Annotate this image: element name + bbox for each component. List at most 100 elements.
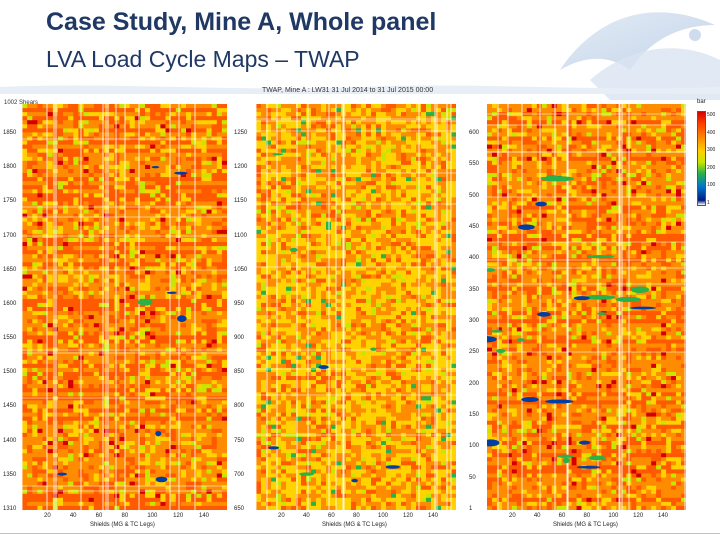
heatmap-cell [129,128,135,133]
heatmap-cell [145,278,151,283]
heatmap-cell [316,197,322,202]
heatmap-cell [134,164,141,170]
heatmap-cell [150,266,156,271]
heatmap-cell [361,128,367,133]
heatmap-cell [124,132,130,137]
heatmap-cell [32,323,38,328]
heatmap-cell [119,473,125,478]
heatmap-cell [446,156,452,162]
heatmap-cell [32,144,38,149]
heatmap-cell [104,400,110,405]
heatmap-cell [37,315,43,320]
heatmap-cell [129,124,135,129]
heatmap-cell [22,128,28,133]
heatmap-cell [426,197,432,202]
heatmap-cell [165,392,171,397]
heatmap-cell [221,323,227,328]
heatmap-cell [139,380,146,385]
heatmap-cell [451,104,456,109]
heatmap-cell [421,185,427,190]
heatmap-cell [83,497,89,503]
heatmap-cell [196,335,202,340]
heatmap-cell [63,380,69,385]
heatmap-cell [321,140,327,145]
heatmap-cell [160,359,166,365]
heatmap-cell [296,193,302,198]
heatmap-cell [57,315,64,320]
heatmap-cell [22,156,28,162]
heatmap-cell [73,327,79,332]
heatmap-cell [73,140,79,145]
heatmap-cell [83,270,89,275]
heatmap-cell [211,412,217,417]
heatmap-cell [63,445,69,450]
heatmap-cell [109,144,115,149]
heatmap-cell [42,428,48,434]
heatmap-cell [451,160,456,166]
heatmap-cell [406,193,412,198]
heatmap-cell [104,359,110,365]
heatmap-cell [216,363,223,369]
heatmap-cell [186,177,192,182]
heatmap-cell [191,432,197,438]
heatmap-cell [391,136,397,141]
heatmap-cell [366,108,372,113]
heatmap-cell [186,229,192,235]
heatmap-cell [98,278,105,283]
heatmap-cell [180,384,187,389]
heatmap-cell [160,197,166,202]
heatmap-cell [206,457,212,462]
heatmap-cell [446,193,452,198]
heatmap-cell [47,108,53,113]
heatmap-cell [216,372,223,377]
heatmap-cell [286,144,292,149]
heatmap-cell [68,339,74,344]
heatmap-cell [311,173,317,178]
heatmap-cell [145,254,151,259]
heatmap-cell [406,152,412,158]
heatmap-cell [170,169,176,174]
heatmap-cell [27,307,33,312]
heatmap-cell [191,160,197,166]
heatmap-cell [201,315,207,320]
heatmap-cell [180,477,187,482]
heatmap-cell [431,108,437,113]
heatmap-cell [22,501,28,507]
heatmap-cell [47,408,53,413]
heatmap-cell [83,286,89,292]
heatmap-cell [93,286,100,292]
heatmap-cell [119,465,125,470]
heatmap-cell [139,250,146,255]
heatmap-cell [139,432,146,438]
heatmap-cell [180,404,187,409]
heatmap-cell [396,185,402,190]
heatmap-cell [47,461,53,466]
heatmap-cell [42,290,48,296]
heatmap-cell [47,120,53,125]
heatmap-cell [211,489,217,495]
heatmap-cell [129,278,135,283]
heatmap-cell [42,493,48,499]
heatmap-cell [216,169,223,174]
heatmap-cell [98,473,105,478]
heatmap-cell [134,205,141,210]
heatmap-cell [27,449,33,454]
heatmap-cell [211,327,217,332]
heatmap-cell [216,229,223,235]
heatmap-cell [109,501,115,507]
heatmap-cell [436,177,442,182]
heatmap-cell [68,335,74,340]
heatmap-cell [119,205,125,210]
heatmap-cell [68,290,74,296]
heatmap-cell [381,112,387,117]
heatmap-cell [150,432,156,438]
heatmap-cell [201,359,207,365]
heatmap-cell [221,193,227,198]
heatmap-cell [211,449,217,454]
heatmap-cell [109,408,115,413]
heatmap-cell [186,254,192,259]
heatmap-cell [124,485,130,490]
heatmap-cell [165,262,171,267]
heatmap-cell [150,380,156,385]
heatmap-cell [306,185,312,190]
